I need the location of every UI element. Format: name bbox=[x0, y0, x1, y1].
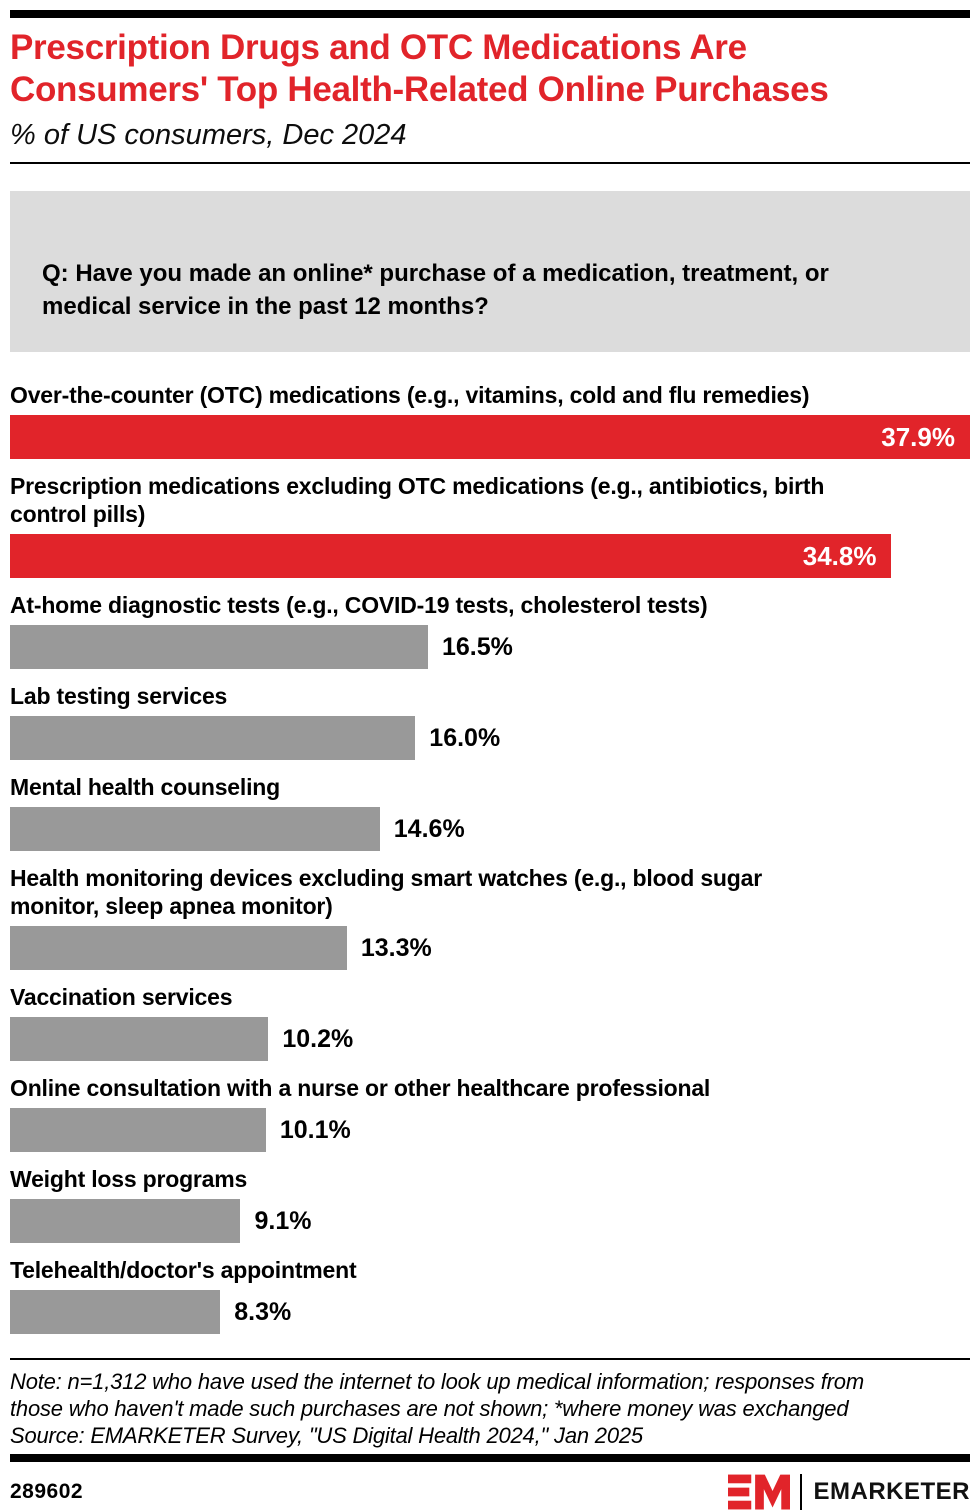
bar-value-label: 34.8% bbox=[802, 540, 877, 571]
bar-row: Prescription medications excluding OTC m… bbox=[10, 472, 970, 578]
bar-line: 37.9% bbox=[10, 415, 970, 459]
bar-value-label: 10.2% bbox=[282, 1024, 354, 1053]
bar-row: Over-the-counter (OTC) medications (e.g.… bbox=[10, 381, 970, 459]
bar-row: Telehealth/doctor's appointment 8.3% bbox=[10, 1256, 970, 1334]
bar-row: Lab testing services 16.0% bbox=[10, 682, 970, 760]
bar-category-label: Mental health counseling bbox=[10, 774, 280, 800]
bar bbox=[10, 716, 416, 760]
chart-page: Prescription Drugs and OTC Medications A… bbox=[0, 10, 980, 1510]
bar bbox=[10, 926, 347, 970]
emarketer-em-logo-icon bbox=[727, 1474, 790, 1510]
bar-line: 10.2% bbox=[10, 1017, 970, 1061]
bar-value-label: 13.3% bbox=[360, 933, 432, 962]
bar-row: Online consultation with a nurse or othe… bbox=[10, 1074, 970, 1152]
bar-category-label: Prescription medications excluding OTC m… bbox=[10, 473, 825, 527]
bar-category-label: Telehealth/doctor's appointment bbox=[10, 1257, 357, 1283]
bar-line: 10.1% bbox=[10, 1108, 970, 1152]
bar-line: 16.5% bbox=[10, 625, 970, 669]
brand-lockup: EMARKETER bbox=[727, 1472, 970, 1512]
bar-value-label: 14.6% bbox=[393, 814, 465, 843]
survey-question-text: Q: Have you made an online* purchase of … bbox=[42, 260, 829, 320]
brand-divider bbox=[799, 1474, 803, 1510]
bar bbox=[10, 1290, 221, 1334]
bar-value-label: 16.5% bbox=[441, 632, 513, 661]
bar-category-label: At-home diagnostic tests (e.g., COVID-19… bbox=[10, 592, 708, 618]
bar bbox=[10, 1017, 269, 1061]
footer: 289602 EMARKETER bbox=[10, 1472, 970, 1512]
bar-category-label: Vaccination services bbox=[10, 984, 233, 1010]
footnote-text: Note: n=1,312 who have used the internet… bbox=[10, 1369, 864, 1421]
header-divider bbox=[10, 162, 970, 164]
bar bbox=[10, 1108, 266, 1152]
top-black-bar bbox=[10, 10, 970, 18]
bar-row: Health monitoring devices excluding smar… bbox=[10, 864, 970, 970]
bar-line: 34.8% bbox=[10, 534, 970, 578]
bar-line: 13.3% bbox=[10, 926, 970, 970]
bar-value-label: 8.3% bbox=[234, 1297, 292, 1326]
brand-name: EMARKETER bbox=[813, 1478, 970, 1505]
bar-line: 8.3% bbox=[10, 1290, 970, 1334]
bar: 34.8% bbox=[10, 534, 892, 578]
bar-row: Mental health counseling 14.6% bbox=[10, 773, 970, 851]
bar-value-label: 16.0% bbox=[429, 723, 501, 752]
bar bbox=[10, 807, 380, 851]
bar-line: 14.6% bbox=[10, 807, 970, 851]
bar-category-label: Over-the-counter (OTC) medications (e.g.… bbox=[10, 382, 810, 408]
bar-value-label: 37.9% bbox=[881, 421, 955, 452]
page-subtitle: % of US consumers, Dec 2024 bbox=[10, 119, 407, 151]
page-title: Prescription Drugs and OTC Medications A… bbox=[10, 28, 829, 109]
bar bbox=[10, 1199, 241, 1243]
footnote-divider bbox=[10, 1358, 970, 1360]
bar-category-label: Weight loss programs bbox=[10, 1166, 248, 1192]
bar-line: 9.1% bbox=[10, 1199, 970, 1243]
bar bbox=[10, 625, 428, 669]
bar-category-label: Health monitoring devices excluding smar… bbox=[10, 865, 762, 919]
bar-line: 16.0% bbox=[10, 716, 970, 760]
bar: 37.9% bbox=[10, 415, 970, 459]
bottom-black-bar bbox=[10, 1454, 970, 1462]
survey-question-box: Q: Have you made an online* purchase of … bbox=[10, 191, 970, 352]
bar-category-label: Online consultation with a nurse or othe… bbox=[10, 1075, 711, 1101]
bar-row: Weight loss programs 9.1% bbox=[10, 1165, 970, 1243]
bar-chart: Over-the-counter (OTC) medications (e.g.… bbox=[10, 381, 970, 1334]
bar-row: Vaccination services 10.2% bbox=[10, 983, 970, 1061]
bar-value-label: 9.1% bbox=[254, 1206, 312, 1235]
bar-value-label: 10.1% bbox=[279, 1115, 351, 1144]
bar-row: At-home diagnostic tests (e.g., COVID-19… bbox=[10, 591, 970, 669]
chart-id: 289602 bbox=[10, 1480, 84, 1503]
source-text: Source: EMARKETER Survey, "US Digital He… bbox=[10, 1423, 643, 1448]
bar-category-label: Lab testing services bbox=[10, 683, 228, 709]
